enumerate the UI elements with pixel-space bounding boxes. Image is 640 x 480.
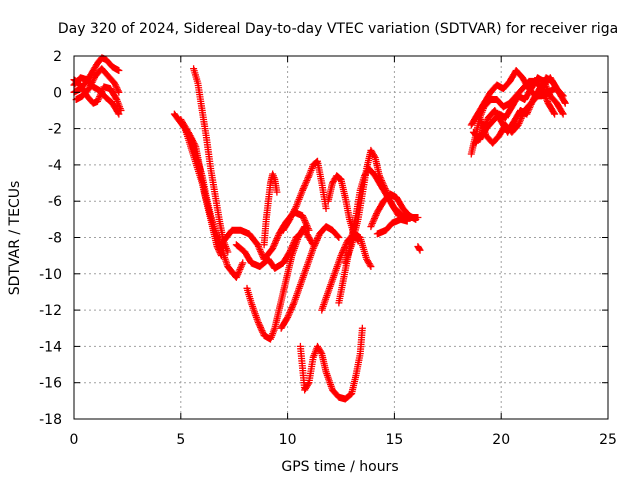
data-series xyxy=(181,125,228,252)
plus-marker-track xyxy=(296,324,366,403)
x-tick-label: 15 xyxy=(385,432,403,448)
data-series xyxy=(260,170,281,249)
y-tick-label: 2 xyxy=(53,49,62,65)
x-tick-labels: 0 5 10 15 20 25 xyxy=(70,432,617,448)
y-tick-labels: 2 0 -2 -4 -6 -8 -10 -12 -14 -16 -18 xyxy=(39,49,62,428)
y-tick-label: 0 xyxy=(53,85,62,101)
data-series xyxy=(476,74,567,147)
data-series xyxy=(243,223,309,343)
data-series xyxy=(190,65,232,256)
data-series xyxy=(367,190,420,231)
plus-marker-track xyxy=(341,146,403,267)
plus-marker-track xyxy=(243,223,309,343)
chart-title: Day 320 of 2024, Sidereal Day-to-day VTE… xyxy=(58,21,618,37)
x-tick-label: 10 xyxy=(279,432,297,448)
y-tick-label: -18 xyxy=(39,412,62,428)
y-tick-label: -16 xyxy=(39,376,62,392)
y-tick-label: -14 xyxy=(39,339,62,355)
data-series xyxy=(72,65,123,104)
data-series xyxy=(279,157,330,234)
y-tick-label: -8 xyxy=(48,231,62,247)
data-series xyxy=(341,146,403,267)
x-tick-label: 25 xyxy=(599,432,617,448)
y-tick-label: -10 xyxy=(39,267,62,283)
data-series xyxy=(373,215,411,238)
plus-marker-track xyxy=(373,215,411,238)
data-series xyxy=(414,243,424,254)
plus-marker-track xyxy=(72,65,123,104)
plus-marker-track xyxy=(190,65,232,256)
data-points xyxy=(70,54,569,403)
plus-marker-track xyxy=(414,243,424,254)
plus-marker-track xyxy=(260,170,281,249)
y-tick-label: -12 xyxy=(39,303,62,319)
plus-marker-track xyxy=(476,74,567,147)
x-tick-label: 5 xyxy=(176,432,185,448)
plus-marker-track xyxy=(279,157,330,234)
x-tick-label: 20 xyxy=(492,432,510,448)
x-tick-label: 0 xyxy=(70,432,79,448)
axis-ticks xyxy=(73,55,609,420)
plus-marker-track xyxy=(181,125,228,252)
plus-marker-track xyxy=(367,190,420,231)
y-tick-label: -6 xyxy=(48,194,62,210)
x-axis-label: GPS time / hours xyxy=(281,459,398,475)
data-series xyxy=(296,324,366,403)
y-tick-label: -4 xyxy=(48,158,62,174)
y-axis-label: SDTVAR / TECUs xyxy=(7,181,23,296)
plus-marker-track xyxy=(277,223,343,332)
y-tick-label: -2 xyxy=(48,122,62,138)
data-series xyxy=(277,223,343,332)
